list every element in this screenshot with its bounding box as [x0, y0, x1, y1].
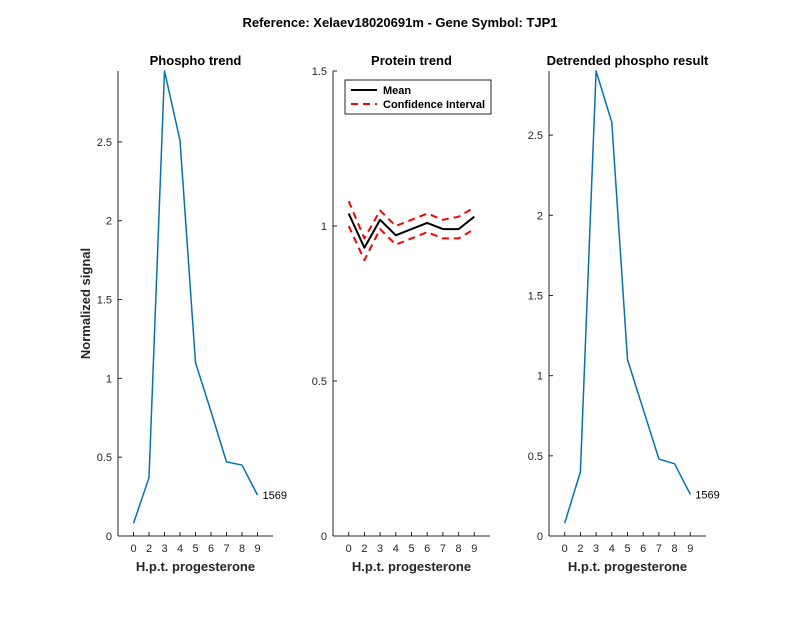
legend: Mean Confidence Interval — [344, 79, 492, 115]
y-tick-label: 0.5 — [312, 376, 327, 388]
x-tick-label: 5 — [192, 543, 198, 555]
legend-label: Confidence Interval — [383, 99, 485, 111]
series-line-1 — [563, 70, 691, 524]
x-tick-label: 2 — [577, 543, 583, 555]
series-line-3 — [347, 225, 475, 262]
y-tick-label: 1 — [537, 371, 543, 383]
y-tick-label: 0 — [106, 531, 112, 543]
panel-title: Protein trend — [371, 53, 452, 68]
x-tick-label: 2 — [361, 543, 367, 555]
x-tick-label: 5 — [624, 543, 630, 555]
x-tick-label: 3 — [377, 543, 383, 555]
x-tick-label: 3 — [161, 543, 167, 555]
y-tick-label: 0 — [321, 531, 327, 543]
series-line-1 — [132, 70, 259, 524]
x-axis-label: H.p.t. progesterone — [352, 559, 471, 574]
figure-suptitle: Reference: Xelaev18020691m - Gene Symbol… — [242, 15, 557, 30]
x-tick-label: 7 — [440, 543, 446, 555]
y-tick-label: 0 — [537, 531, 543, 543]
panel-title: Detrended phospho result — [547, 53, 709, 68]
y-tick-label: 1.5 — [528, 290, 543, 302]
x-tick-label: 6 — [424, 543, 430, 555]
y-tick-label: 2 — [106, 216, 112, 228]
x-tick-label: 9 — [687, 543, 693, 555]
x-tick-label: 0 — [562, 543, 568, 555]
x-tick-label: 6 — [640, 543, 646, 555]
x-tick-label: 8 — [456, 543, 462, 555]
data-annotation: 1569 — [695, 489, 719, 501]
y-tick-label: 1 — [321, 221, 327, 233]
x-axis-label: H.p.t. progesterone — [136, 559, 255, 574]
x-tick-label: 4 — [177, 543, 183, 555]
y-axis-label: Normalized signal — [78, 248, 93, 359]
y-tick-label: 0.5 — [97, 452, 112, 464]
x-tick-label: 8 — [239, 543, 245, 555]
x-tick-label: 3 — [593, 543, 599, 555]
series-line-1 — [347, 213, 475, 249]
x-tick-label: 7 — [656, 543, 662, 555]
y-tick-label: 2.5 — [97, 137, 112, 149]
x-tick-label: 6 — [208, 543, 214, 555]
y-tick-label: 1 — [106, 373, 112, 385]
y-tick-label: 2 — [537, 210, 543, 222]
y-tick-label: 1.5 — [97, 295, 112, 307]
x-tick-label: 5 — [408, 543, 414, 555]
x-tick-label: 0 — [346, 543, 352, 555]
legend-box — [344, 79, 492, 115]
panel-title: Phospho trend — [150, 53, 242, 68]
x-tick-label: 0 — [130, 543, 136, 555]
x-tick-label: 9 — [254, 543, 260, 555]
x-tick-label: 2 — [146, 543, 152, 555]
data-annotation: 1569 — [263, 490, 287, 502]
y-tick-label: 0.5 — [528, 451, 543, 463]
x-tick-label: 4 — [393, 543, 399, 555]
series-line-2 — [347, 200, 475, 240]
y-tick-label: 2.5 — [528, 130, 543, 142]
y-tick-label: 1.5 — [312, 66, 327, 78]
x-axis-label: H.p.t. progesterone — [568, 559, 687, 574]
x-tick-label: 4 — [609, 543, 615, 555]
x-tick-label: 7 — [223, 543, 229, 555]
legend-label: Mean — [383, 85, 411, 97]
x-tick-label: 9 — [471, 543, 477, 555]
x-tick-label: 8 — [672, 543, 678, 555]
